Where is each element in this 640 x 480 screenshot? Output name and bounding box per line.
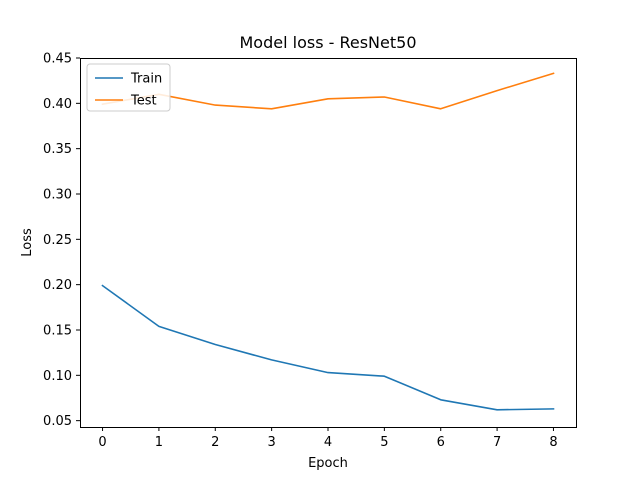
x-tick-label: 0 <box>98 435 106 450</box>
series-line-train <box>101 284 555 411</box>
x-tick-label: 6 <box>437 435 445 450</box>
chart-title: Model loss - ResNet50 <box>240 33 417 52</box>
plot-area <box>101 72 555 411</box>
x-tick-label: 1 <box>155 435 163 450</box>
x-tick-label: 5 <box>380 435 388 450</box>
x-tick-label: 8 <box>549 435 557 450</box>
y-tick-label: 0.45 <box>43 52 72 67</box>
legend-label-test: Test <box>130 94 157 109</box>
y-tick-label: 0.35 <box>43 142 72 157</box>
x-tick-label: 4 <box>324 435 332 450</box>
x-axis-ticks: 0 1 2 3 4 5 6 7 8 <box>98 427 558 450</box>
legend-label-train: Train <box>130 72 162 87</box>
series-line-test <box>101 72 555 110</box>
y-tick-label: 0.25 <box>43 233 72 248</box>
y-axis-ticks: 0.05 0.10 0.15 0.20 0.25 0.30 0.35 0.40 0.45 <box>43 52 80 429</box>
x-tick-label: 3 <box>267 435 275 450</box>
x-tick-label: 7 <box>493 435 501 450</box>
y-tick-label: 0.20 <box>43 278 72 293</box>
x-tick-label: 2 <box>211 435 219 450</box>
y-tick-label: 0.40 <box>43 97 72 112</box>
y-tick-label: 0.05 <box>43 414 72 429</box>
y-tick-label: 0.15 <box>43 323 72 338</box>
y-tick-label: 0.10 <box>43 369 72 384</box>
y-axis-label: Loss <box>20 228 35 257</box>
x-axis-label: Epoch <box>308 456 348 471</box>
legend: Train Test <box>86 63 171 112</box>
y-tick-label: 0.30 <box>43 187 72 202</box>
